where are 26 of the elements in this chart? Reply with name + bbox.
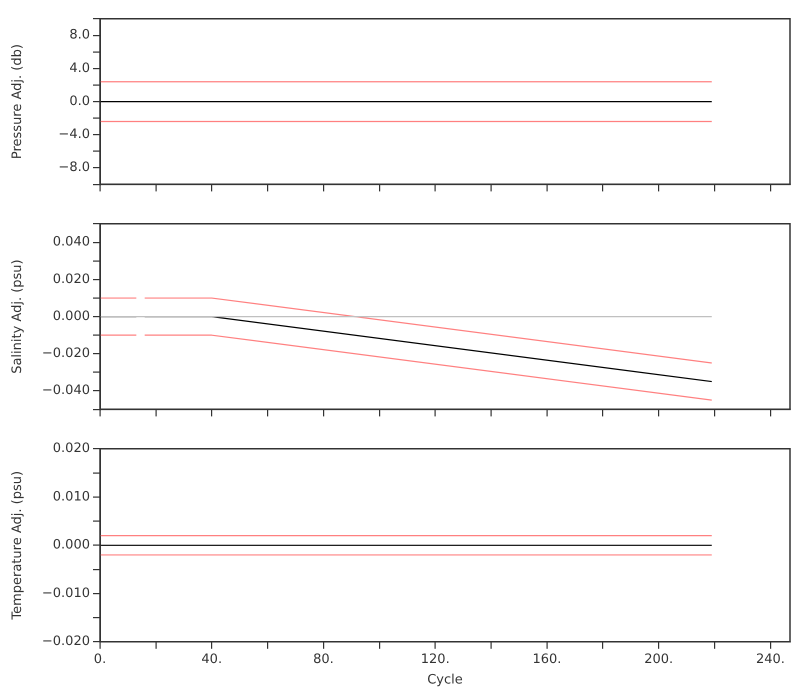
- y-tick-label: −8.0: [58, 160, 90, 176]
- y-tick-label: 4.0: [69, 60, 90, 76]
- y-tick-label: 0.0: [69, 94, 90, 109]
- y-tick-label: 0.000: [52, 538, 90, 553]
- y-tick-label: −0.020: [42, 346, 90, 362]
- y-tick-label: −0.040: [42, 383, 90, 398]
- x-axis-title: Cycle: [427, 672, 463, 688]
- y-tick-label: −4.0: [58, 127, 90, 142]
- y-tick-label: 8.0: [69, 28, 90, 43]
- y-axis-title: Salinity Adj. (psu): [10, 259, 26, 374]
- y-tick-label: 0.020: [52, 441, 90, 456]
- y-tick-label: 0.000: [52, 308, 90, 324]
- y-tick-label: 0.010: [52, 489, 90, 504]
- x-tick-label: 160.: [532, 652, 562, 667]
- x-tick-label: 80.: [313, 652, 334, 667]
- y-axis-title: Pressure Adj. (db): [10, 44, 26, 160]
- x-tick-label: 0.: [94, 652, 106, 667]
- y-tick-label: −0.020: [42, 634, 90, 650]
- x-tick-label: 40.: [201, 652, 222, 667]
- y-tick-label: −0.010: [42, 586, 90, 601]
- y-axis-title: Temperature Adj. (psu): [10, 470, 26, 621]
- x-tick-label: 120.: [420, 652, 450, 667]
- y-tick-label: 0.040: [52, 234, 90, 250]
- y-tick-label: 0.020: [52, 272, 90, 287]
- x-tick-label: 200.: [644, 652, 674, 667]
- x-tick-label: 240.: [756, 652, 785, 667]
